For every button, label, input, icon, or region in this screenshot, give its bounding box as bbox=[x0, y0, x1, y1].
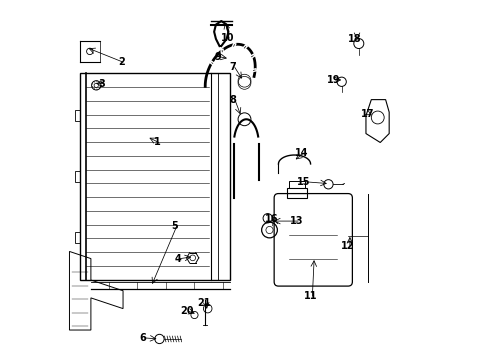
Bar bbox=[80, 73, 230, 280]
Text: 15: 15 bbox=[296, 177, 309, 187]
Text: 11: 11 bbox=[303, 291, 317, 301]
Text: 3: 3 bbox=[98, 78, 105, 89]
Bar bbox=[288, 181, 305, 188]
Text: 1: 1 bbox=[153, 138, 160, 148]
Text: 20: 20 bbox=[180, 306, 194, 316]
Text: 10: 10 bbox=[220, 33, 234, 43]
Bar bbox=[75, 232, 80, 243]
Bar bbox=[75, 111, 80, 121]
Bar bbox=[287, 188, 306, 198]
Text: 17: 17 bbox=[360, 109, 374, 119]
Bar bbox=[75, 171, 80, 182]
Text: 18: 18 bbox=[348, 34, 361, 44]
Text: 19: 19 bbox=[326, 75, 340, 85]
Text: 12: 12 bbox=[341, 241, 354, 251]
Text: 13: 13 bbox=[289, 216, 303, 226]
Text: 6: 6 bbox=[139, 333, 146, 343]
Text: 4: 4 bbox=[175, 253, 182, 264]
Text: 7: 7 bbox=[229, 63, 236, 72]
Text: 5: 5 bbox=[171, 221, 178, 231]
Text: 8: 8 bbox=[229, 95, 236, 105]
Text: 9: 9 bbox=[214, 52, 221, 62]
Text: 14: 14 bbox=[294, 148, 308, 158]
Text: 2: 2 bbox=[118, 57, 124, 67]
Text: 16: 16 bbox=[264, 214, 278, 224]
Text: 21: 21 bbox=[197, 298, 211, 308]
